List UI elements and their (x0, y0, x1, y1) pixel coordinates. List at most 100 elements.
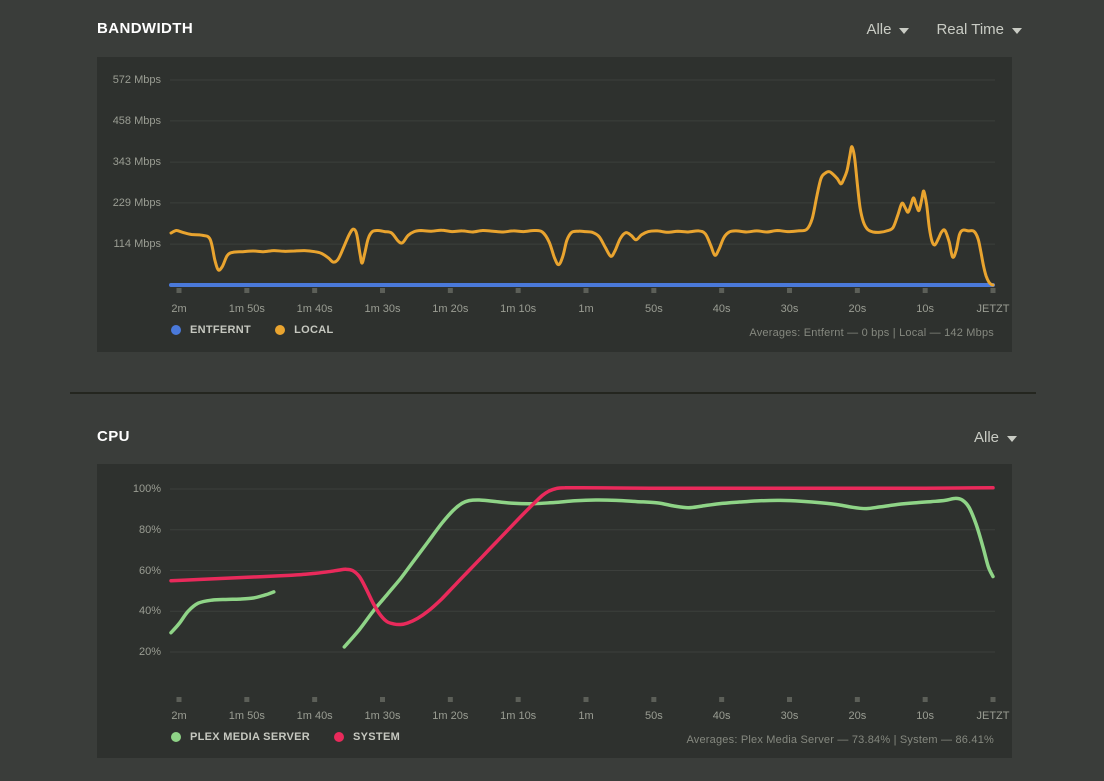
bandwidth-scope-value: Alle (866, 21, 892, 38)
x-axis-label: 1m 50s (228, 303, 265, 315)
chevron-down-icon (1007, 435, 1017, 442)
x-axis-label: 1m 40s (296, 303, 333, 315)
bandwidth-section-title: BANDWIDTH (97, 20, 194, 37)
axis-tick (651, 288, 657, 293)
cpu-chart (169, 485, 996, 702)
axis-tick (244, 288, 250, 293)
axis-tick (515, 697, 521, 702)
x-axis-label: 40s (712, 303, 731, 315)
bandwidth-timerange-value: Real Time (936, 21, 1004, 38)
bandwidth-legend: ENTFERNT LOCAL (171, 324, 333, 336)
y-axis-label: 20% (138, 646, 161, 659)
legend-item-entfernt: ENTFERNT (171, 324, 251, 336)
y-axis-label: 114 Mbps (113, 238, 162, 251)
x-axis-label: 1m 10s (500, 710, 537, 722)
y-axis-label: 458 Mbps (112, 114, 161, 127)
x-axis-label: JETZT (976, 710, 1010, 722)
axis-tick (719, 288, 725, 293)
legend-dot-icon (171, 325, 181, 335)
x-axis-label: 1m 10s (500, 303, 537, 315)
cpu-series-system (169, 485, 995, 627)
axis-tick (447, 697, 453, 702)
x-axis-label: 30s (780, 303, 799, 315)
axis-tick (990, 697, 996, 702)
axis-tick (719, 697, 725, 702)
axis-tick (922, 697, 928, 702)
cpu-chart-panel: 100% 80% 60% 40% 20% 2m 1m 50s 1m 40s 1m 30s 1m … (97, 464, 1012, 758)
cpu-filters: Alle (974, 429, 1017, 446)
x-axis-label: 40s (712, 710, 731, 722)
legend-dot-icon (275, 325, 286, 335)
axis-tick (176, 288, 182, 293)
x-axis-label: 1m 30s (364, 710, 401, 722)
y-axis-label: 80% (138, 523, 161, 536)
y-axis-label: 229 Mbps (112, 196, 161, 209)
axis-tick (244, 697, 250, 702)
axis-tick (312, 697, 318, 702)
axis-tick (176, 697, 182, 702)
x-axis-label: 1m (578, 303, 594, 315)
x-axis-label: 1m 20s (432, 303, 469, 315)
legend-label: LOCAL (294, 324, 334, 336)
bandwidth-series-local (169, 145, 995, 287)
axis-tick (787, 288, 792, 293)
x-axis-label: 20s (848, 710, 867, 722)
axis-tick (515, 288, 521, 293)
bandwidth-filters: Alle Real Time (866, 21, 1022, 38)
axis-tick (380, 697, 385, 702)
chevron-down-icon (1012, 27, 1022, 34)
cpu-scope-dropdown[interactable]: Alle (974, 429, 1017, 446)
axis-tick (854, 288, 860, 293)
x-axis-label: 20s (848, 303, 867, 315)
x-axis-label: 1m 30s (364, 303, 401, 315)
y-axis-label: 100% (132, 483, 161, 495)
axis-tick (854, 697, 860, 702)
axis-tick (312, 288, 318, 293)
axis-tick (447, 288, 453, 293)
axis-tick (651, 697, 657, 702)
cpu-scope-value: Alle (973, 429, 999, 446)
x-axis-label: 2m (171, 710, 187, 722)
x-axis-label: 1m (578, 710, 594, 722)
cpu-legend: PLEX MEDIA SERVER SYSTEM (171, 731, 400, 743)
legend-label: PLEX MEDIA SERVER (190, 731, 311, 743)
cpu-averages: Averages: Plex Media Server — 73.84% | S… (686, 734, 994, 746)
bandwidth-averages: Averages: Entfernt — 0 bps | Local — 142… (749, 327, 994, 339)
x-axis-label: 10s (916, 710, 935, 722)
x-axis-label: 30s (780, 710, 799, 722)
x-axis-label: 1m 50s (228, 710, 265, 722)
x-axis-label: 2m (171, 303, 187, 315)
y-axis-label: 343 Mbps (112, 156, 161, 169)
x-axis-label: 10s (916, 303, 935, 315)
legend-item-plex-media-server: PLEX MEDIA SERVER (171, 731, 310, 743)
cpu-series-plex-media-server (169, 590, 276, 635)
axis-tick (583, 288, 589, 293)
bandwidth-chart-panel: 572 Mbps 458 Mbps 343 Mbps 229 Mbps 114 Mbps… (97, 57, 1012, 352)
bandwidth-scope-dropdown[interactable]: Alle (866, 21, 910, 38)
legend-label: SYSTEM (353, 731, 401, 743)
legend-label: ENTFERNT (190, 324, 252, 336)
chevron-down-icon (899, 27, 910, 34)
y-axis-label: 572 Mbps (112, 74, 161, 86)
cpu-section-title: CPU (97, 428, 130, 445)
axis-tick (380, 288, 385, 293)
axis-tick (922, 288, 928, 293)
y-axis-label: 40% (138, 605, 161, 618)
axis-tick (787, 697, 792, 702)
legend-item-local: LOCAL (275, 324, 333, 336)
x-axis-label: JETZT (976, 303, 1010, 315)
section-divider (70, 392, 1036, 394)
bandwidth-timerange-dropdown[interactable]: Real Time (936, 21, 1022, 38)
x-axis-label: 50s (644, 710, 663, 722)
cpu-series-plex-media-server (342, 496, 995, 649)
legend-dot-icon (334, 732, 345, 742)
legend-dot-icon (171, 732, 181, 742)
bandwidth-chart (169, 79, 996, 293)
axis-tick (583, 697, 589, 702)
x-axis-label: 1m 40s (296, 710, 333, 722)
x-axis-label: 50s (644, 303, 663, 315)
axis-tick (990, 288, 996, 293)
legend-item-system: SYSTEM (334, 731, 400, 743)
x-axis-label: 1m 20s (432, 710, 469, 722)
